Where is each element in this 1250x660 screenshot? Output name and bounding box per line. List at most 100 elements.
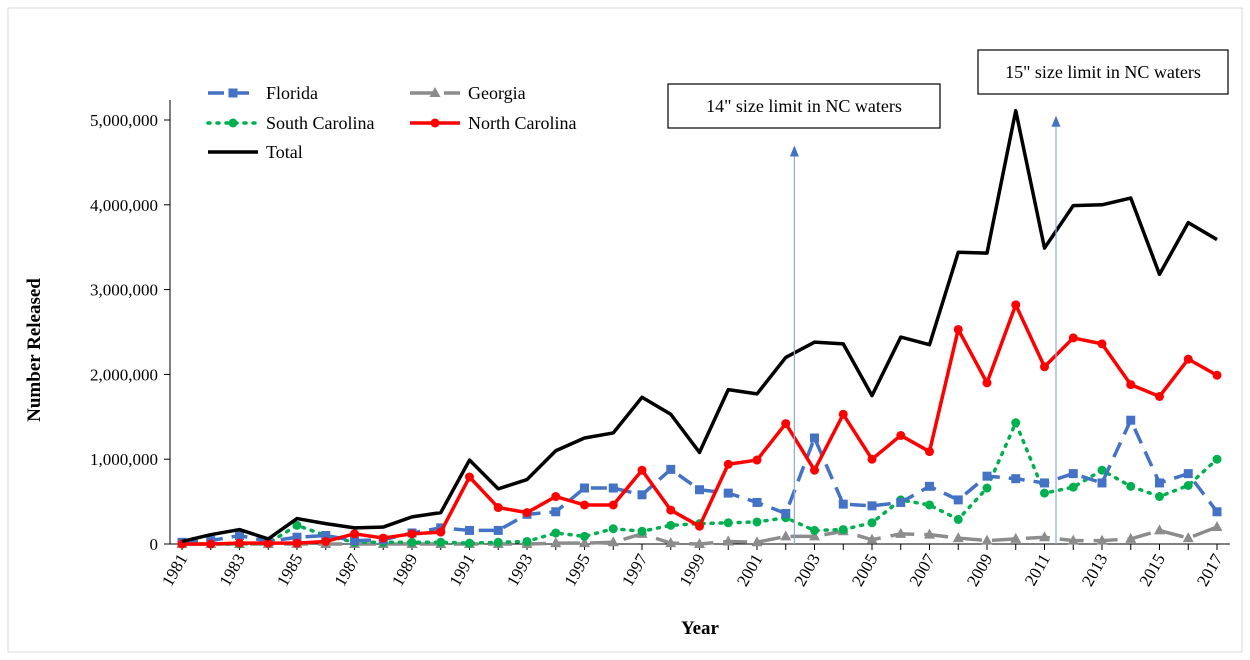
x-tick-label: 2001: [733, 551, 766, 590]
data-point-georgia: [665, 537, 677, 548]
data-point-florida: [608, 483, 618, 493]
x-tick-label: 2005: [848, 551, 881, 590]
x-tick-label: 2009: [963, 551, 996, 590]
annotation-box: [667, 83, 941, 129]
y-tick-label: 2,000,000: [90, 365, 158, 384]
data-point-georgia: [1067, 534, 1079, 545]
data-point-south-carolina: [1097, 465, 1107, 475]
data-point-florida: [1097, 478, 1107, 488]
x-tick-label: 2007: [906, 550, 940, 589]
data-point-north-carolina: [493, 503, 503, 513]
legend-item-georgia: Georgia: [410, 83, 526, 103]
data-point-georgia: [1182, 532, 1194, 543]
x-tick-label: 1999: [676, 551, 709, 590]
y-tick-label: 4,000,000: [90, 196, 158, 215]
data-point-south-carolina: [580, 531, 589, 541]
x-tick-label: 1981: [158, 551, 191, 590]
data-point-georgia: [607, 536, 619, 547]
data-point-florida: [723, 488, 733, 498]
x-tick-label: 1997: [618, 550, 652, 589]
data-point-north-carolina: [350, 529, 359, 539]
x-axis-title: Year: [681, 618, 720, 639]
legend-label-total: Total: [266, 142, 303, 162]
data-point-north-carolina: [1097, 339, 1107, 349]
x-tick-label: 2017: [1193, 550, 1227, 589]
data-point-north-carolina: [953, 324, 963, 334]
data-point-south-carolina: [666, 520, 676, 530]
y-tick-label: 1,000,000: [90, 450, 158, 469]
series-line-total: [181, 108, 1218, 544]
data-point-south-carolina: [1212, 454, 1222, 464]
data-point-florida: [321, 531, 331, 541]
data-point-south-carolina: [637, 526, 647, 536]
y-tick-label: 5,000,000: [90, 111, 158, 130]
data-point-north-carolina: [867, 454, 877, 464]
x-tick-label: 1989: [388, 551, 421, 590]
data-point-south-carolina: [465, 538, 474, 548]
legend-label-south-carolina: South Carolina: [266, 113, 375, 133]
data-point-florida: [896, 497, 906, 507]
data-point-north-carolina: [263, 538, 273, 548]
data-point-georgia: [895, 527, 907, 538]
data-point-north-carolina: [292, 538, 302, 548]
data-point-georgia: [780, 530, 792, 541]
data-point-florida: [1183, 469, 1193, 479]
data-point-south-carolina: [925, 500, 934, 510]
data-point-georgia: [924, 528, 935, 539]
data-point-georgia: [694, 538, 705, 548]
data-point-north-carolina: [436, 527, 446, 537]
series-north-carolina: [177, 300, 1222, 549]
data-point-north-carolina: [321, 536, 331, 546]
legend-marker-georgia: [429, 87, 441, 97]
data-point-north-carolina: [723, 459, 733, 469]
data-point-south-carolina: [838, 525, 848, 535]
data-point-south-carolina: [1040, 488, 1049, 498]
data-point-north-carolina: [522, 508, 532, 518]
data-point-florida: [235, 531, 244, 541]
data-point-north-carolina: [982, 378, 992, 388]
data-point-florida: [1068, 469, 1078, 479]
data-point-florida: [1155, 478, 1164, 488]
data-point-florida: [695, 485, 704, 495]
data-point-florida: [666, 464, 676, 474]
data-point-south-carolina: [551, 528, 561, 538]
x-tick-label: 2015: [1136, 551, 1169, 590]
x-tick-label: 1987: [331, 550, 365, 589]
legend-label-florida: Florida: [266, 83, 318, 103]
data-point-south-carolina: [292, 520, 302, 530]
legend-item-north-carolina: North Carolina: [410, 113, 576, 133]
data-point-south-carolina: [407, 537, 417, 547]
data-point-florida: [867, 501, 877, 511]
data-point-georgia: [1096, 534, 1108, 545]
data-point-north-carolina: [608, 500, 618, 510]
data-point-south-carolina: [1068, 482, 1078, 492]
data-point-north-carolina: [666, 505, 676, 515]
data-point-south-carolina: [1155, 492, 1164, 502]
data-point-south-carolina: [1126, 481, 1136, 491]
data-point-florida: [551, 507, 561, 517]
chart-border: [7, 7, 1243, 653]
data-point-north-carolina: [551, 492, 561, 502]
data-point-georgia: [550, 537, 562, 548]
data-point-georgia: [1211, 521, 1223, 532]
data-point-north-carolina: [810, 465, 819, 475]
data-point-north-carolina: [925, 447, 934, 457]
data-point-north-carolina: [695, 521, 704, 531]
legend-label-georgia: Georgia: [468, 83, 526, 103]
x-tick-label: 2013: [1078, 551, 1111, 590]
data-point-florida: [810, 433, 819, 443]
data-point-florida: [580, 483, 589, 493]
data-point-florida: [350, 536, 359, 546]
data-point-georgia: [1039, 531, 1050, 542]
data-point-north-carolina: [781, 419, 791, 429]
data-point-florida: [1212, 507, 1222, 517]
data-point-georgia: [1125, 532, 1137, 543]
data-point-florida: [292, 532, 302, 542]
data-point-north-carolina: [896, 430, 906, 440]
data-point-florida: [838, 499, 848, 509]
data-point-north-carolina: [1040, 362, 1049, 372]
annotation-text: 15" size limit in NC waters: [1005, 62, 1201, 82]
data-point-north-carolina: [1068, 333, 1078, 343]
data-point-georgia: [1010, 532, 1022, 543]
data-point-georgia: [722, 535, 734, 546]
